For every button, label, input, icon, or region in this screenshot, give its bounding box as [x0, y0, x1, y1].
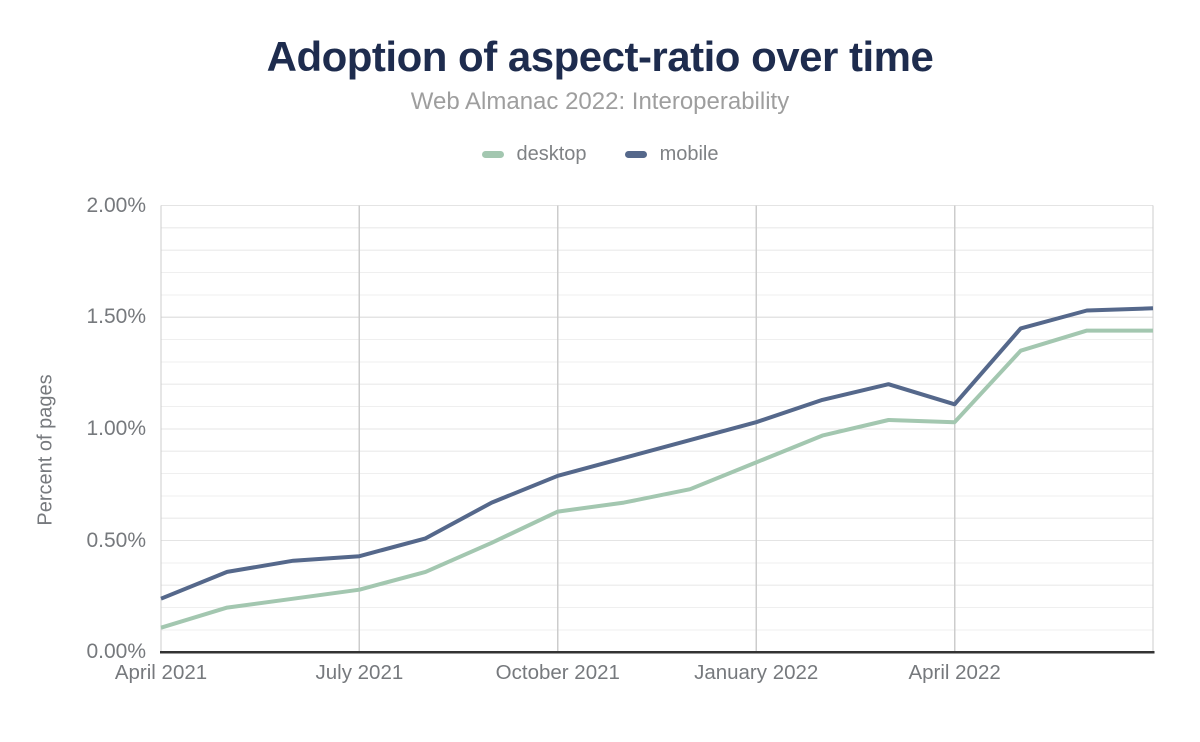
mobile-line	[160, 306, 1154, 601]
x-tick-label: October 2021	[495, 661, 620, 684]
legend: desktop mobile	[0, 143, 1200, 166]
chart-subtitle: Web Almanac 2022: Interoperability	[410, 88, 790, 115]
x-tick-label: April 2021	[114, 661, 208, 684]
y-tick-label: 1.50%	[86, 305, 146, 329]
y-tick-label: 1.00%	[86, 416, 146, 440]
y-tick-label: 2.00%	[86, 193, 146, 217]
chart-title: Adoption of aspect-ratio over time	[266, 33, 934, 80]
x-tick-label: January 2022	[694, 661, 819, 684]
desktop-series-swatch-icon	[481, 151, 504, 158]
x-tick-label: July 2021	[315, 661, 404, 684]
legend-item-mobile: mobile	[624, 143, 719, 166]
y-tick-label: 0.00%	[86, 640, 146, 664]
x-tick-label: April 2022	[908, 661, 1001, 684]
y-tick-label: 0.50%	[86, 528, 146, 552]
legend-label-mobile: mobile	[659, 143, 719, 165]
desktop-line	[160, 328, 1153, 630]
mobile-series-swatch-icon	[624, 151, 647, 158]
legend-item-desktop: desktop	[481, 143, 587, 166]
legend-label-desktop: desktop	[516, 143, 587, 165]
